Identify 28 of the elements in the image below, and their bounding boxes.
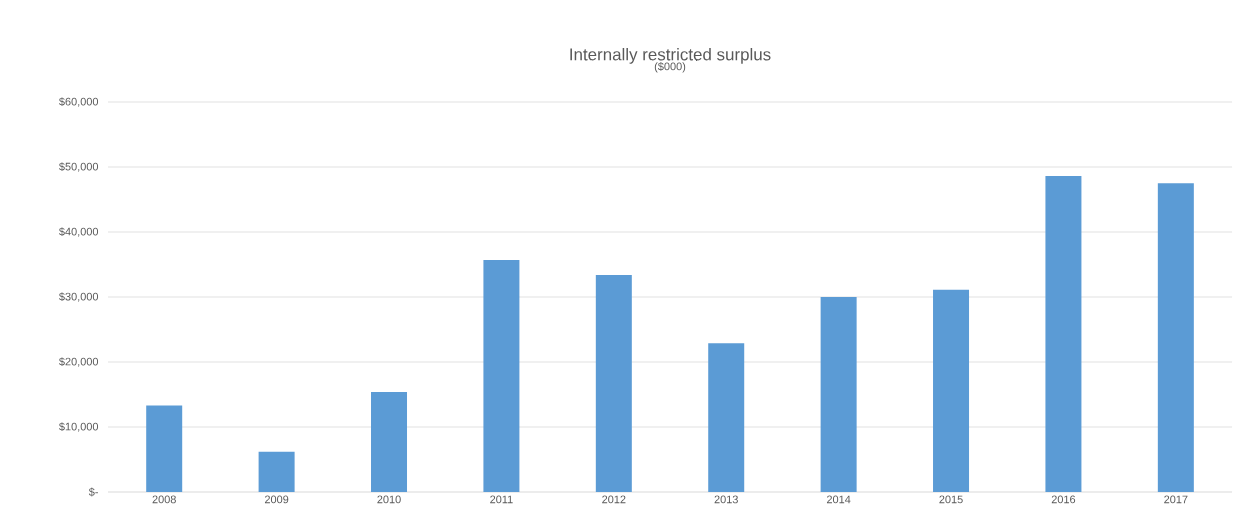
x-tick-label: 2016: [1051, 495, 1076, 504]
x-tick-label: 2011: [490, 495, 513, 504]
y-tick-label: $30,000: [59, 292, 99, 302]
bar: [708, 343, 745, 492]
x-tick-label: 2014: [826, 495, 851, 504]
bar: [483, 259, 520, 492]
x-tick-label: 2015: [939, 495, 963, 504]
bar: [371, 391, 408, 492]
bar: [1045, 176, 1082, 492]
y-tick-label: $20,000: [59, 357, 99, 367]
y-tick-label: $-: [88, 487, 99, 497]
y-tick-label: $60,000: [59, 97, 99, 107]
y-tick-label: $50,000: [59, 162, 99, 172]
bar: [258, 451, 295, 492]
x-tick-label: 2017: [1164, 495, 1188, 504]
bar: [1157, 183, 1194, 492]
x-tick-label: 2010: [377, 495, 401, 504]
x-tick-label: 2008: [152, 495, 176, 504]
bar: [820, 297, 857, 492]
x-tick-label: 2012: [602, 495, 626, 504]
bar: [933, 289, 970, 492]
x-tick-label: 2013: [714, 495, 738, 504]
bar: [595, 274, 632, 492]
x-tick-label: 2009: [264, 495, 289, 504]
bar: [146, 405, 183, 492]
y-tick-label: $40,000: [59, 227, 99, 237]
chart-subtitle: ($000): [654, 62, 686, 73]
y-tick-label: $10,000: [59, 422, 99, 432]
